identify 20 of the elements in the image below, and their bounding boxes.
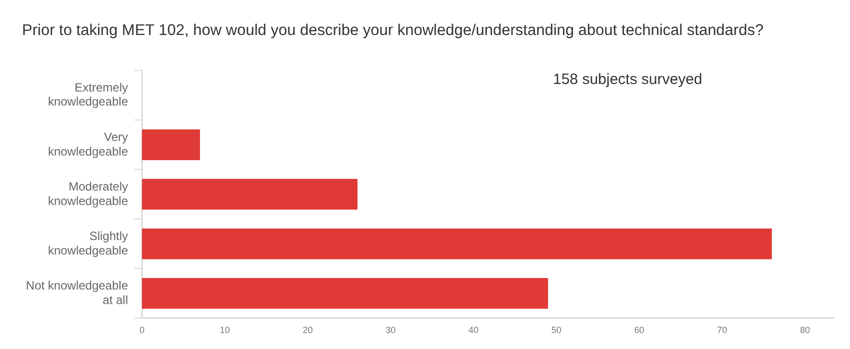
chart-title: Prior to taking MET 102, how would you describe your knowledge/understanding about technical standards? bbox=[22, 22, 764, 40]
y-tick-label: Extremely knowledgeable bbox=[48, 80, 128, 109]
x-tick-label: 40 bbox=[468, 325, 479, 336]
bar bbox=[142, 228, 772, 260]
annotation: 158 subjects surveyed bbox=[553, 71, 702, 88]
y-tick-label: Moderately knowledgeable bbox=[48, 179, 128, 208]
x-tick-label: 10 bbox=[220, 325, 230, 336]
x-tick-label: 0 bbox=[139, 325, 145, 336]
x-tick-label: 30 bbox=[386, 325, 396, 336]
y-tick-label: Not knowledgeable at all bbox=[26, 278, 128, 307]
x-tick-label: 80 bbox=[800, 325, 810, 336]
y-tick-label: Slightly knowledgeable bbox=[48, 228, 128, 258]
x-tick-label: 20 bbox=[302, 325, 313, 336]
x-tick-label: 70 bbox=[717, 325, 728, 336]
x-tick-label: 50 bbox=[551, 325, 562, 336]
x-tick-label: 60 bbox=[634, 325, 644, 336]
bar bbox=[142, 129, 200, 160]
bar bbox=[142, 178, 358, 210]
y-tick-label: Very knowledgeable bbox=[48, 130, 128, 158]
bar bbox=[142, 278, 548, 309]
